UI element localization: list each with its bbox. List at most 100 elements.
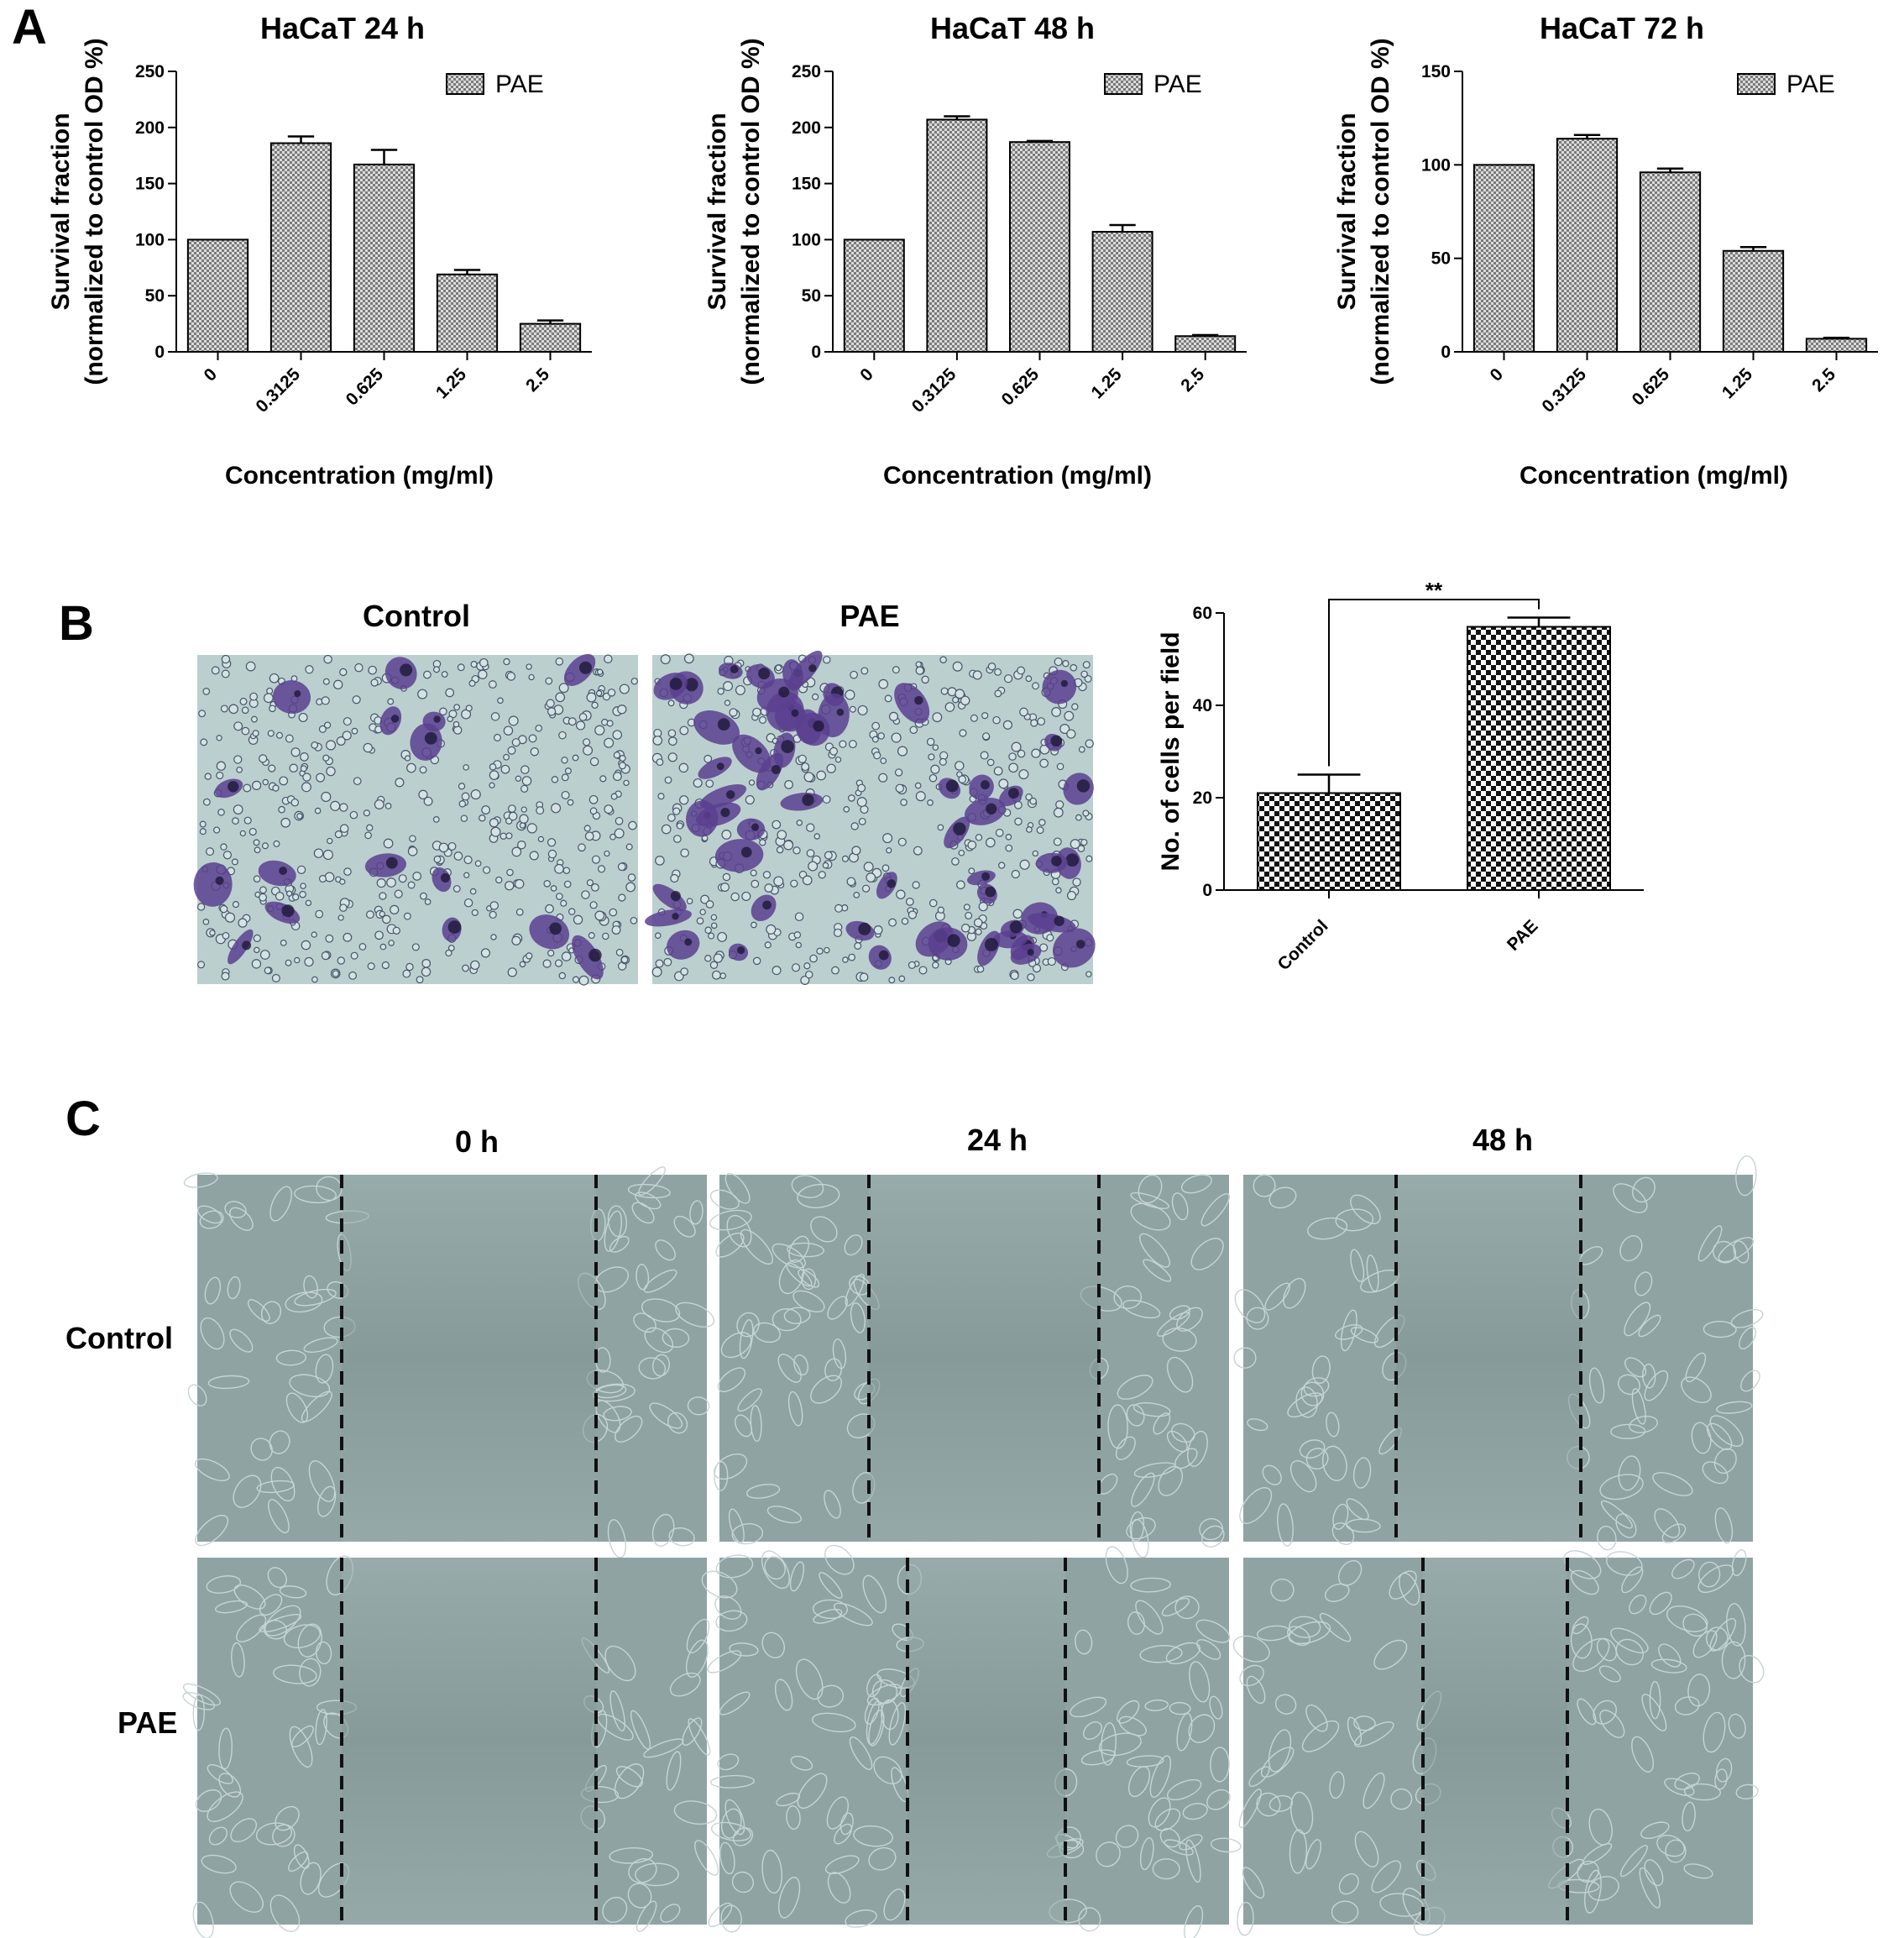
cell-outline: [1248, 1766, 1270, 1787]
cell-outline: [761, 1632, 785, 1659]
membrane-pore: [374, 799, 384, 809]
membrane-pore: [623, 779, 630, 787]
membrane-pore: [547, 849, 557, 859]
cell-outline: [797, 1183, 840, 1208]
membrane-pore: [909, 725, 918, 735]
cell-outline: [635, 1862, 679, 1887]
membrane-pore: [723, 681, 733, 692]
cell-outline: [707, 1650, 742, 1673]
membrane-pore: [547, 949, 555, 957]
membrane-pore: [300, 883, 306, 889]
cell-outline: [1080, 1749, 1117, 1766]
cell-outline: [1311, 1355, 1331, 1385]
cell-outline: [1353, 1715, 1376, 1731]
cell-outline: [687, 1396, 710, 1416]
membrane-pore: [470, 960, 480, 971]
y-axis-label: (normalized to control OD %): [737, 38, 765, 385]
membrane-pore: [289, 763, 298, 773]
membrane-pore: [705, 779, 714, 788]
cell-outline: [597, 1713, 634, 1741]
membrane-pore: [252, 780, 262, 790]
membrane-pore: [724, 699, 731, 706]
membrane-pore: [561, 951, 572, 961]
stained-cell: [572, 935, 604, 980]
cell-outline: [1158, 1465, 1184, 1496]
y-tick-label: 20: [1193, 788, 1212, 808]
membrane-pore: [262, 778, 269, 786]
membrane-pore: [751, 879, 760, 888]
membrane-pore: [1082, 661, 1091, 669]
membrane-pore: [1062, 660, 1070, 668]
membrane-pore: [300, 752, 309, 762]
membrane-pore: [202, 798, 211, 806]
x-tick-label: PAE: [1504, 916, 1542, 955]
membrane-pore: [447, 715, 453, 723]
cell-outline: [1188, 1714, 1216, 1743]
bar-0: [843, 238, 905, 353]
significance-bracket: [1328, 599, 1540, 767]
membrane-pore: [290, 747, 301, 757]
y-tick-label: 250: [792, 62, 821, 81]
membrane-pore: [1032, 964, 1042, 973]
significance-label: **: [1425, 578, 1443, 603]
cell-outline: [1239, 1487, 1273, 1524]
membrane-pore: [661, 824, 672, 835]
cell-outline: [1739, 1327, 1757, 1350]
membrane-pore: [772, 966, 782, 976]
stained-cell: [693, 710, 740, 745]
cell-nucleus: [385, 856, 398, 869]
membrane-pore: [952, 696, 960, 704]
stained-cell: [652, 883, 687, 912]
membrane-pore: [573, 914, 583, 924]
cell-outline: [289, 1374, 331, 1398]
y-tick-label: 250: [135, 62, 165, 81]
cell-outline: [881, 1699, 899, 1731]
cell-outline: [1735, 1155, 1757, 1197]
membrane-pore: [497, 697, 504, 704]
membrane-pore: [564, 767, 572, 775]
membrane-pore: [537, 835, 545, 843]
cell-outline: [1619, 1235, 1643, 1262]
membrane-pore: [530, 747, 539, 757]
membrane-pore: [751, 921, 757, 929]
membrane-pore: [805, 970, 813, 979]
cell-outline: [1712, 1240, 1737, 1264]
membrane-pore: [390, 904, 400, 914]
cell-outline: [866, 1673, 882, 1698]
membrane-pore: [602, 932, 609, 940]
membrane-pore: [627, 873, 636, 882]
cell-outline: [1644, 1859, 1664, 1887]
cell-outline: [660, 1904, 681, 1923]
bar-0: [1472, 164, 1535, 353]
membrane-pore: [241, 706, 249, 715]
membrane-pore: [266, 687, 274, 694]
stained-cell: [1053, 928, 1096, 968]
cell-outline: [303, 1275, 318, 1299]
cell-outline: [1305, 1448, 1329, 1470]
membrane-pore: [913, 846, 923, 856]
membrane-pore: [625, 882, 636, 893]
membrane-pore: [221, 669, 230, 678]
membrane-pore: [352, 695, 361, 704]
membrane-pore: [292, 893, 300, 901]
membrane-pore: [1055, 887, 1062, 894]
membrane-pore: [1078, 746, 1085, 753]
membrane-pore: [932, 961, 939, 969]
membrane-pore: [808, 861, 819, 872]
cell-outline: [1681, 1376, 1712, 1404]
membrane-pore: [418, 789, 428, 799]
membrane-pore: [318, 725, 327, 733]
membrane-pore: [268, 764, 276, 773]
membrane-pore: [460, 814, 468, 822]
membrane-pore: [1018, 769, 1029, 780]
cell-outline: [250, 1438, 273, 1461]
membrane-pore: [403, 912, 411, 920]
cell-outline: [1324, 1583, 1350, 1602]
cell-outline: [844, 1234, 863, 1256]
membrane-pore: [204, 773, 212, 780]
cell-outline: [1697, 1225, 1723, 1262]
membrane-pore: [848, 740, 857, 749]
membrane-pore: [602, 692, 611, 701]
membrane-pore: [705, 900, 714, 909]
cell-outline: [1739, 1654, 1765, 1684]
